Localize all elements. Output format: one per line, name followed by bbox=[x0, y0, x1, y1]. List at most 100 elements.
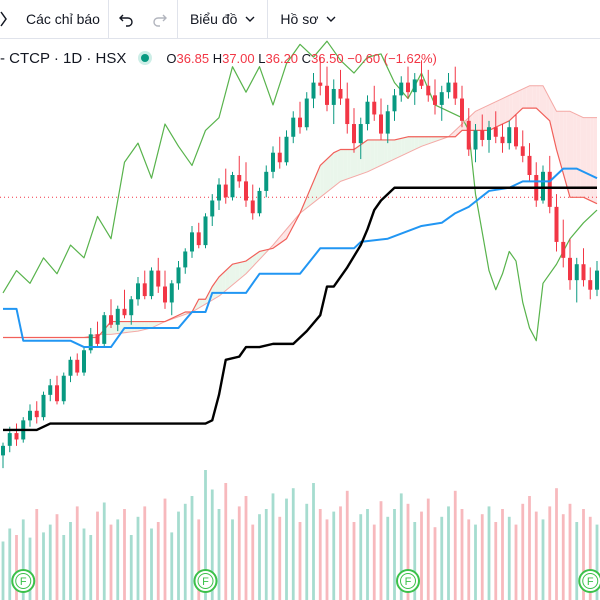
event-marker: F bbox=[11, 569, 36, 593]
senkou-span-a-line bbox=[3, 107, 598, 339]
candle bbox=[574, 257, 579, 303]
candle bbox=[237, 155, 242, 188]
candle bbox=[433, 79, 437, 115]
candle bbox=[500, 124, 505, 153]
candle bbox=[345, 82, 350, 134]
ichimoku-cloud-segment bbox=[343, 149, 348, 181]
volume-bar bbox=[507, 516, 511, 600]
candle bbox=[28, 404, 32, 427]
ichimoku-cloud-segment bbox=[340, 149, 344, 182]
ichimoku-cloud-segment bbox=[519, 88, 523, 112]
volume-bar bbox=[244, 496, 248, 600]
ichimoku-cloud-segment bbox=[357, 144, 361, 176]
ichimoku-cloud-segment bbox=[580, 116, 584, 198]
indicators-button[interactable]: Các chỉ báo bbox=[0, 0, 108, 38]
candle bbox=[439, 85, 444, 121]
volume-bar bbox=[561, 514, 565, 600]
candle bbox=[156, 257, 161, 293]
candle bbox=[1, 442, 5, 469]
volume-bar bbox=[1, 541, 5, 600]
candle bbox=[223, 168, 228, 204]
volume-bar bbox=[345, 490, 349, 600]
candle bbox=[534, 162, 539, 207]
ichimoku-cloud-segment bbox=[492, 101, 496, 129]
ichimoku-cloud-segment bbox=[222, 270, 226, 294]
ichimoku-cloud-segment bbox=[502, 96, 506, 125]
volume-bar bbox=[494, 522, 498, 600]
candle bbox=[385, 104, 390, 144]
undo-icon bbox=[118, 14, 133, 27]
volume-bar bbox=[116, 519, 120, 600]
ichimoku-cloud-segment bbox=[404, 136, 408, 155]
candle bbox=[520, 130, 525, 163]
ichimoku-cloud-segment bbox=[529, 85, 533, 109]
ichimoku-cloud-segment bbox=[421, 136, 425, 147]
candle bbox=[109, 299, 113, 328]
volume-bar bbox=[528, 496, 531, 600]
volume-bar bbox=[460, 509, 464, 600]
symbol-label[interactable]: - CTCP · 1D · HSX bbox=[0, 49, 127, 67]
candle bbox=[183, 248, 188, 274]
candle bbox=[203, 213, 208, 249]
candle bbox=[48, 378, 53, 402]
volume-bar bbox=[89, 535, 93, 600]
high-value: 37.00 bbox=[222, 50, 255, 66]
volume-bar bbox=[440, 516, 444, 600]
ichimoku-cloud-segment bbox=[401, 137, 405, 156]
volume-bar bbox=[143, 506, 147, 600]
volume-bar bbox=[305, 503, 309, 600]
redo-button[interactable] bbox=[143, 0, 177, 38]
chart-menu-button[interactable]: Biểu đồ bbox=[178, 0, 267, 38]
candle bbox=[399, 76, 404, 102]
candle bbox=[190, 225, 194, 258]
volume-bar bbox=[183, 503, 187, 600]
candle bbox=[230, 171, 235, 201]
candle bbox=[311, 73, 316, 109]
candle bbox=[547, 155, 552, 214]
candle bbox=[527, 143, 532, 182]
volume-bar bbox=[102, 502, 106, 600]
ichimoku-cloud-segment bbox=[573, 112, 577, 198]
volume-bar bbox=[325, 519, 329, 600]
ichimoku-cloud-segment bbox=[370, 139, 375, 171]
candle bbox=[102, 312, 107, 348]
candle bbox=[588, 267, 593, 300]
candle bbox=[325, 66, 329, 112]
ichimoku-cloud-segment bbox=[495, 100, 500, 128]
candle bbox=[453, 66, 458, 105]
ichimoku-cloud-segment bbox=[387, 139, 392, 163]
volume-bar bbox=[150, 528, 153, 600]
ichimoku-cloud-segment bbox=[249, 256, 253, 271]
chevron-down-icon bbox=[326, 16, 336, 22]
undo-button[interactable] bbox=[109, 0, 143, 38]
open-label: O bbox=[166, 50, 177, 66]
chart-legend: - CTCP · 1D · HSX O36.85 H37.00 L36.20 C… bbox=[0, 46, 437, 70]
volume-bar bbox=[8, 528, 12, 600]
ichimoku-cloud-segment bbox=[391, 139, 395, 161]
volume-bar bbox=[426, 498, 430, 600]
candle bbox=[331, 79, 336, 125]
candle bbox=[142, 270, 147, 300]
volume-bar bbox=[541, 519, 545, 600]
candle bbox=[244, 162, 248, 207]
volume-bar bbox=[487, 506, 491, 600]
candle bbox=[412, 73, 417, 105]
candle bbox=[466, 108, 471, 156]
candle bbox=[358, 117, 363, 160]
ichimoku-cloud-segment bbox=[381, 139, 385, 166]
candle bbox=[34, 401, 39, 424]
ichimoku-cloud-segment bbox=[512, 92, 516, 118]
volume-bar bbox=[406, 503, 410, 600]
ichimoku-cloud-segment bbox=[259, 250, 263, 260]
candle bbox=[568, 238, 572, 290]
chart-menu-label: Biểu đồ bbox=[189, 11, 238, 27]
candle bbox=[129, 296, 134, 325]
candle bbox=[284, 130, 289, 166]
candle bbox=[446, 73, 451, 99]
volume-bar bbox=[177, 511, 180, 600]
ichimoku-cloud-segment bbox=[323, 159, 327, 195]
ichimoku-cloud-segment bbox=[559, 111, 564, 174]
ichimoku-cloud-segment bbox=[414, 136, 419, 150]
profile-menu-button[interactable]: Hồ sơ bbox=[268, 0, 348, 38]
